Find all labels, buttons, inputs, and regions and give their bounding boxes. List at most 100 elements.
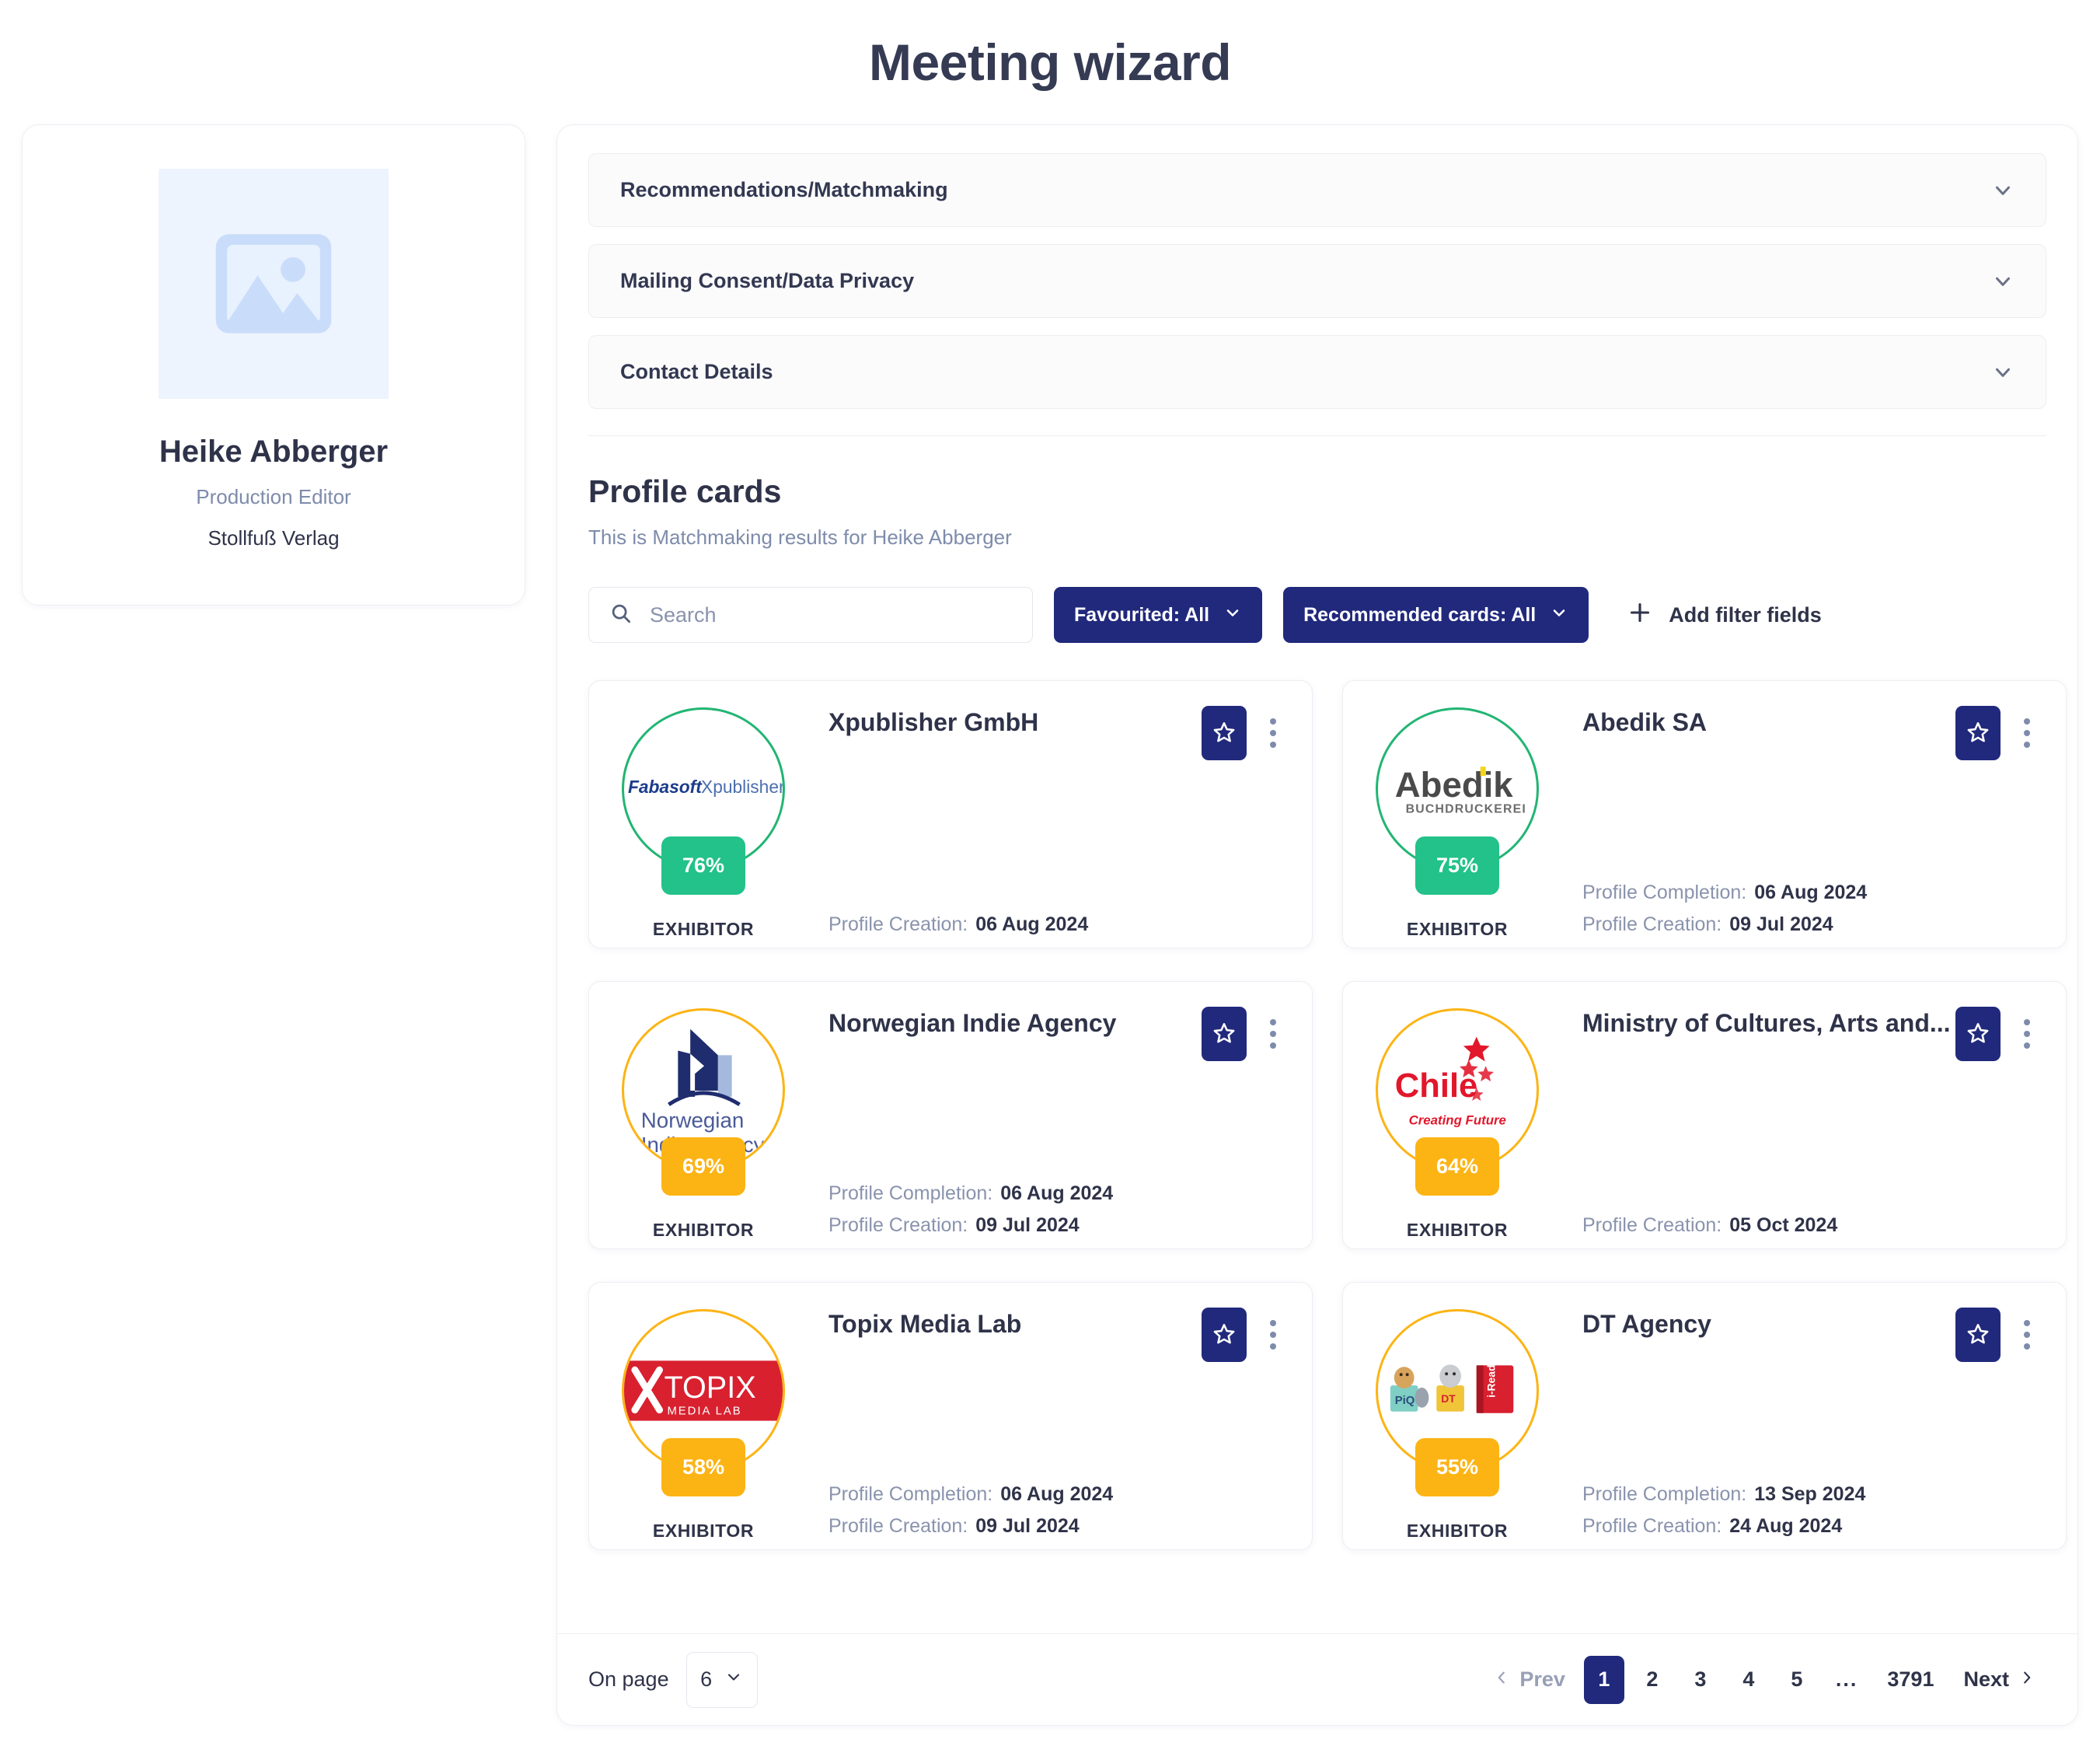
pagination-footer: On page 6 Prev 1: [557, 1633, 2077, 1725]
kebab-menu-icon[interactable]: [1258, 706, 1289, 760]
company-logo: PiQ DT: [1378, 1311, 1537, 1470]
company-logo-ring: TOPIX MEDIA LAB: [622, 1309, 785, 1472]
pagination-prev-label: Prev: [1519, 1667, 1565, 1691]
pagination-page-2[interactable]: 2: [1632, 1656, 1673, 1704]
profile-role: Production Editor: [196, 485, 351, 508]
profile-creation-value: 06 Aug 2024: [975, 913, 1089, 935]
pagination-page-5[interactable]: 5: [1777, 1656, 1817, 1704]
card-actions: [1202, 1308, 1289, 1362]
pagination-page-4[interactable]: 4: [1728, 1656, 1769, 1704]
accordion-recommendations-matchmaking[interactable]: Recommendations/Matchmaking: [588, 153, 2046, 227]
pagination-page-3[interactable]: 3: [1680, 1656, 1721, 1704]
profile-completion-label: Profile Completion:: [1582, 1483, 1747, 1505]
profile-completion-label: Profile Completion:: [828, 1483, 993, 1505]
accordion-contact-details[interactable]: Contact Details: [588, 335, 2046, 409]
company-name: Xpublisher GmbH: [828, 708, 1039, 736]
chevron-down-icon[interactable]: [1991, 270, 2015, 293]
exhibitor-label: EXHIBITOR: [1406, 1521, 1509, 1541]
profile-card[interactable]: Abedik BUCHDRUCKEREI 75% EXHIBITOR Abedi: [1342, 680, 2067, 948]
pagination-next-label: Next: [1963, 1667, 2009, 1691]
kebab-menu-icon[interactable]: [1258, 1007, 1289, 1061]
star-outline-icon: [1212, 720, 1237, 747]
kebab-menu-icon[interactable]: [2011, 1007, 2042, 1061]
profile-card[interactable]: Norwegian Indie Agency 69% EXHIBITOR Nor…: [588, 981, 1313, 1249]
svg-text:MEDIA LAB: MEDIA LAB: [667, 1406, 741, 1418]
chevron-down-icon: [1223, 603, 1242, 627]
accordion-label: Contact Details: [620, 360, 773, 383]
profile-cards-grid: Fabasoft Xpublisher 76% EXHIBITOR Xpubli…: [557, 643, 2077, 1550]
star-outline-icon: [1966, 1021, 1990, 1048]
info-column: Ministry of Cultures, Arts and... Profil…: [1544, 1008, 2038, 1241]
chevron-down-icon: [724, 1667, 743, 1692]
logo-column: Chile Creating Future: [1371, 1008, 1544, 1241]
profile-completion-badge: 58%: [661, 1438, 745, 1496]
info-column: Topix Media Lab Profile Completion: 06 Au…: [790, 1309, 1284, 1542]
profile-creation-label: Profile Creation:: [828, 1514, 968, 1537]
cards-subtitle: This is Matchmaking results for Heike Ab…: [588, 526, 1012, 549]
accordion-list: Recommendations/Matchmaking Mailing Cons…: [557, 153, 2077, 409]
accordion-label: Recommendations/Matchmaking: [620, 178, 948, 201]
favourited-filter-button[interactable]: Favourited: All: [1054, 587, 1263, 643]
pagination-page-last[interactable]: 3791: [1876, 1656, 1945, 1704]
meta-block: Profile Creation: 05 Oct 2024: [1582, 1210, 1837, 1241]
favourite-button[interactable]: [1202, 1308, 1247, 1362]
meta-block: Profile Completion: 06 Aug 2024 Profile C…: [828, 1479, 1113, 1542]
meta-block: Profile Completion: 06 Aug 2024 Profile C…: [828, 1178, 1113, 1241]
info-column: Norwegian Indie Agency Profile Completio…: [790, 1008, 1284, 1241]
company-logo: Chile Creating Future: [1378, 1011, 1537, 1169]
content-panel: Recommendations/Matchmaking Mailing Cons…: [556, 124, 2078, 1726]
add-filter-fields-button[interactable]: Add filter fields: [1627, 599, 1822, 631]
profile-completion-badge: 76%: [661, 836, 745, 895]
on-page-select[interactable]: 6: [685, 1651, 758, 1708]
on-page-label: On page: [588, 1667, 669, 1691]
card-actions: [1955, 1308, 2042, 1362]
favourite-button[interactable]: [1202, 706, 1247, 760]
kebab-menu-icon[interactable]: [1258, 1308, 1289, 1362]
star-outline-icon: [1212, 1021, 1237, 1048]
kebab-menu-icon[interactable]: [2011, 706, 2042, 760]
profile-creation-value: 09 Jul 2024: [975, 1213, 1080, 1236]
profile-completion-row: Profile Completion: 06 Aug 2024: [1582, 877, 1867, 909]
card-actions: [1202, 706, 1289, 760]
recommended-cards-filter-button[interactable]: Recommended cards: All: [1283, 587, 1589, 643]
profile-card[interactable]: TOPIX MEDIA LAB 58% EXHIBITOR Topix Medi…: [588, 1282, 1313, 1550]
profile-creation-row: Profile Creation: 09 Jul 2024: [1582, 909, 1867, 941]
company-name: Abedik SA: [1582, 708, 1708, 736]
recommended-cards-filter-label: Recommended cards: All: [1303, 603, 1537, 626]
profile-card[interactable]: Chile Creating Future: [1342, 981, 2067, 1249]
favourite-button[interactable]: [1955, 706, 2001, 760]
profile-creation-value: 05 Oct 2024: [1729, 1213, 1838, 1236]
pagination-next-button[interactable]: Next: [1952, 1656, 2046, 1704]
favourite-button[interactable]: [1955, 1007, 2001, 1061]
info-column: DT Agency Profile Completion: 13 Sep 2024…: [1544, 1309, 2038, 1542]
accordion-mailing-consent-data-privacy[interactable]: Mailing Consent/Data Privacy: [588, 244, 2046, 318]
pagination-prev-button[interactable]: Prev: [1482, 1656, 1576, 1704]
on-page-group: On page 6: [588, 1651, 758, 1708]
exhibitor-label: EXHIBITOR: [652, 919, 755, 939]
favourite-button[interactable]: [1955, 1308, 2001, 1362]
exhibitor-label: EXHIBITOR: [1406, 919, 1509, 939]
profile-completion-value: 13 Sep 2024: [1754, 1483, 1866, 1505]
profile-completion-badge: 75%: [1415, 836, 1499, 895]
pagination-page-1[interactable]: 1: [1583, 1655, 1624, 1704]
favourite-button[interactable]: [1202, 1007, 1247, 1061]
profile-creation-label: Profile Creation:: [1582, 1213, 1722, 1236]
chevron-down-icon[interactable]: [1991, 361, 2015, 384]
card-actions: [1955, 706, 2042, 760]
search-input[interactable]: [650, 602, 1012, 627]
profile-creation-label: Profile Creation:: [1582, 1514, 1722, 1537]
svg-text:PiQ: PiQ: [1395, 1395, 1415, 1407]
svg-text:BUCHDRUCKEREI: BUCHDRUCKEREI: [1406, 803, 1526, 816]
profile-completion-value: 06 Aug 2024: [1000, 1182, 1114, 1204]
profile-card[interactable]: PiQ DT: [1342, 1282, 2067, 1550]
chevron-down-icon[interactable]: [1991, 179, 2015, 202]
profile-completion-row: Profile Completion: 13 Sep 2024: [1582, 1479, 1865, 1510]
svg-text:Creating Future: Creating Future: [1409, 1113, 1506, 1128]
profile-card[interactable]: Fabasoft Xpublisher 76% EXHIBITOR Xpubli…: [588, 680, 1313, 948]
logo-column: Norwegian Indie Agency 69% EXHIBITOR: [617, 1008, 790, 1241]
profile-creation-row: Profile Creation: 06 Aug 2024: [828, 909, 1088, 941]
avatar: [159, 169, 389, 399]
kebab-menu-icon[interactable]: [2011, 1308, 2042, 1362]
profile-completion-badge: 64%: [1415, 1137, 1499, 1196]
search-field[interactable]: [588, 587, 1033, 643]
